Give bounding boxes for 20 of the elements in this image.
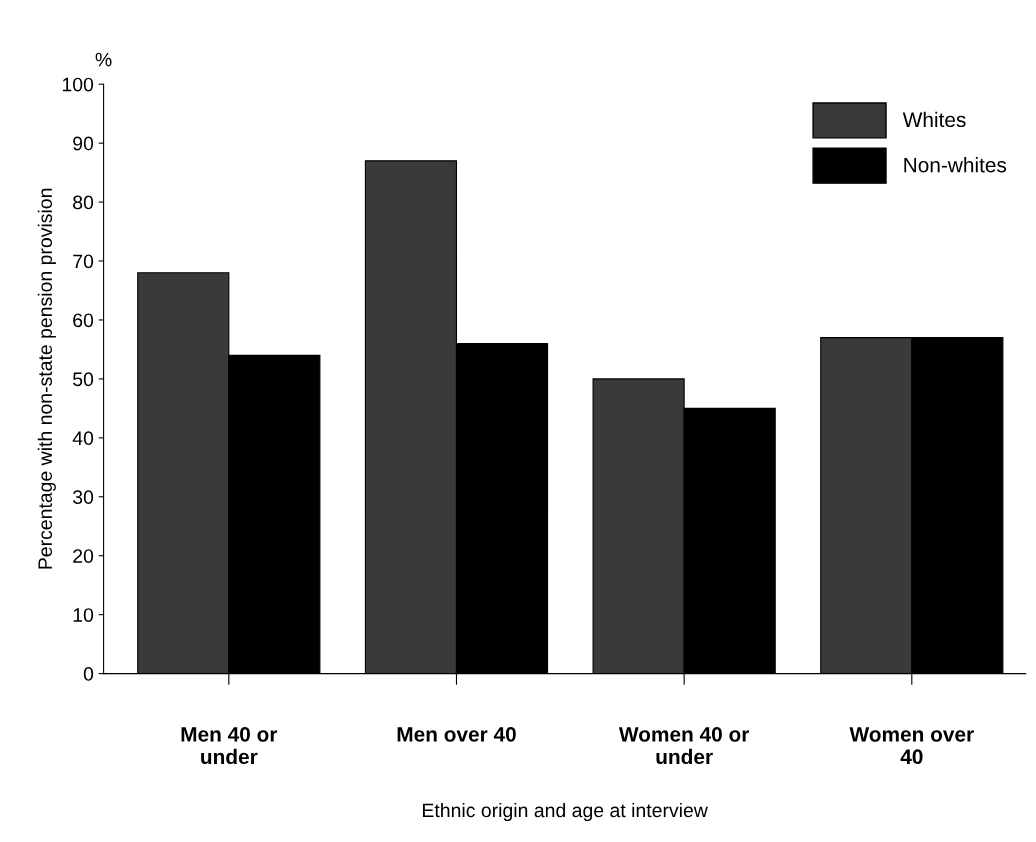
y-tick-label: 100 [62, 77, 94, 92]
y-tick-label: 60 [73, 313, 94, 328]
text: % [95, 52, 112, 67]
x-tick-label: Women over 40 [849, 727, 974, 765]
x-axis-title: Ethnic origin and age at interview [423, 802, 708, 822]
x-tick-label: Men 40 or under [181, 726, 278, 765]
y-tick-label: 80 [73, 195, 94, 210]
y-tick-label: 20 [73, 549, 94, 563]
legend-label: Non-whites [904, 157, 1007, 173]
y-tick-label: 50 [73, 372, 94, 387]
y-tick-label: 30 [72, 490, 94, 505]
y-tick-label: 70 [73, 254, 94, 269]
y-tick-label: 0 [83, 667, 94, 681]
y-axis-title: Percentage with non-state pension provision [37, 188, 56, 569]
y-tick-label: 40 [72, 431, 94, 446]
x-tick-label: Men over 40 [397, 726, 516, 742]
legend-label: Whites [902, 111, 966, 128]
x-tick-label: Women 40 or under [618, 726, 750, 765]
y-tick-label: 90 [73, 136, 94, 151]
y-tick-label: 10 [73, 608, 94, 622]
